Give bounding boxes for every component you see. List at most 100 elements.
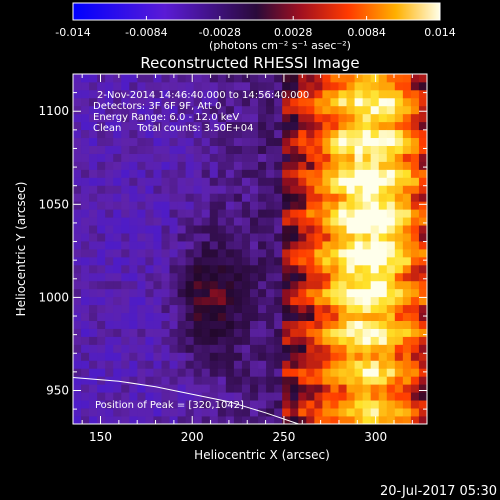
heatmap-pixel: [217, 193, 227, 202]
heatmap-pixel: [241, 296, 251, 306]
heatmap-pixel: [81, 328, 90, 337]
heatmap-pixel: [81, 233, 90, 242]
heatmap-pixel: [81, 74, 90, 83]
heatmap-pixel: [209, 105, 219, 115]
heatmap-pixel: [274, 328, 283, 337]
heatmap-pixel: [362, 81, 372, 91]
heatmap-pixel: [153, 304, 162, 314]
heatmap-pixel: [410, 81, 420, 91]
heatmap-pixel: [362, 256, 372, 266]
heatmap-pixel: [209, 328, 219, 337]
heatmap-pixel: [97, 153, 106, 162]
heatmap-pixel: [338, 74, 347, 83]
heatmap-pixel: [121, 153, 130, 162]
heatmap-pixel: [121, 408, 130, 417]
heatmap-pixel: [105, 225, 114, 234]
heatmap-pixel: [410, 89, 420, 99]
heatmap-pixel: [161, 193, 170, 202]
heatmap-pixel: [113, 185, 122, 194]
heatmap-pixel: [153, 153, 162, 162]
heatmap-pixel: [145, 376, 154, 385]
heatmap-pixel: [241, 217, 251, 226]
heatmap-pixel: [418, 360, 428, 369]
heatmap-pixel: [73, 264, 82, 274]
heatmap-pixel: [73, 272, 82, 282]
heatmap-pixel: [402, 392, 412, 401]
heatmap-pixel: [290, 249, 299, 258]
heatmap-pixel: [258, 74, 267, 83]
heatmap-pixel: [370, 193, 380, 202]
heatmap-pixel: [73, 113, 82, 123]
heatmap-pixel: [338, 233, 347, 242]
heatmap-pixel: [225, 121, 235, 131]
heatmap-pixel: [105, 288, 114, 298]
heatmap-pixel: [241, 129, 251, 139]
heatmap-pixel: [145, 209, 154, 218]
heatmap-pixel: [137, 225, 146, 234]
heatmap-pixel: [193, 328, 203, 337]
heatmap-pixel: [266, 137, 275, 146]
heatmap-pixel: [145, 89, 154, 99]
heatmap-pixel: [386, 376, 396, 385]
heatmap-pixel: [250, 217, 259, 226]
heatmap-pixel: [394, 312, 404, 321]
heatmap-pixel: [386, 74, 396, 83]
heatmap-pixel: [338, 256, 347, 266]
heatmap-pixel: [378, 209, 388, 218]
heatmap-pixel: [145, 288, 154, 298]
heatmap-pixel: [145, 312, 154, 321]
heatmap-pixel: [338, 89, 347, 99]
heatmap-pixel: [233, 352, 243, 361]
heatmap-pixel: [378, 272, 388, 282]
heatmap-pixel: [201, 392, 211, 401]
heatmap-pixel: [338, 296, 347, 306]
heatmap-pixel: [113, 105, 122, 115]
heatmap-pixel: [386, 336, 396, 345]
heatmap-pixel: [89, 304, 98, 314]
heatmap-pixel: [418, 249, 428, 258]
heatmap-pixel: [89, 81, 98, 91]
heatmap-pixel: [97, 408, 106, 417]
heatmap-pixel: [241, 368, 251, 377]
heatmap-pixel: [282, 113, 291, 123]
heatmap-pixel: [418, 304, 428, 314]
heatmap-pixel: [282, 288, 291, 298]
heatmap-pixel: [145, 193, 154, 202]
heatmap-pixel: [250, 89, 259, 99]
heatmap-pixel: [346, 193, 355, 202]
heatmap-pixel: [306, 384, 315, 393]
heatmap-pixel: [330, 304, 339, 314]
heatmap-pixel: [137, 408, 146, 417]
heatmap-pixel: [225, 384, 235, 393]
heatmap-pixel: [209, 209, 219, 218]
annotation-time: 2-Nov-2014 14:46:40.000 to 14:56:40.000: [97, 90, 309, 101]
heatmap-pixel: [193, 288, 203, 298]
heatmap-pixel: [153, 169, 162, 178]
heatmap-pixel: [233, 209, 243, 218]
heatmap-pixel: [402, 233, 412, 242]
heatmap-pixel: [121, 328, 130, 337]
heatmap-pixel: [306, 209, 315, 218]
heatmap-pixel: [266, 360, 275, 369]
heatmap-pixel: [193, 233, 203, 242]
heatmap-pixel: [209, 169, 219, 178]
heatmap-pixel: [89, 360, 98, 369]
heatmap-pixel: [250, 177, 259, 186]
heatmap-pixel: [266, 89, 275, 99]
heatmap-pixel: [233, 177, 243, 186]
heatmap-pixel: [225, 304, 235, 314]
heatmap-pixel: [137, 264, 146, 274]
heatmap-pixel: [378, 264, 388, 274]
heatmap-pixel: [233, 217, 243, 226]
heatmap-pixel: [290, 89, 299, 99]
heatmap-pixel: [129, 193, 138, 202]
heatmap-pixel: [241, 193, 251, 202]
heatmap-pixel: [402, 169, 412, 178]
heatmap-pixel: [153, 105, 162, 115]
heatmap-pixel: [290, 312, 299, 321]
heatmap-pixel: [169, 89, 178, 99]
heatmap-pixel: [378, 304, 388, 314]
heatmap-pixel: [338, 241, 347, 250]
heatmap-pixel: [410, 233, 420, 242]
